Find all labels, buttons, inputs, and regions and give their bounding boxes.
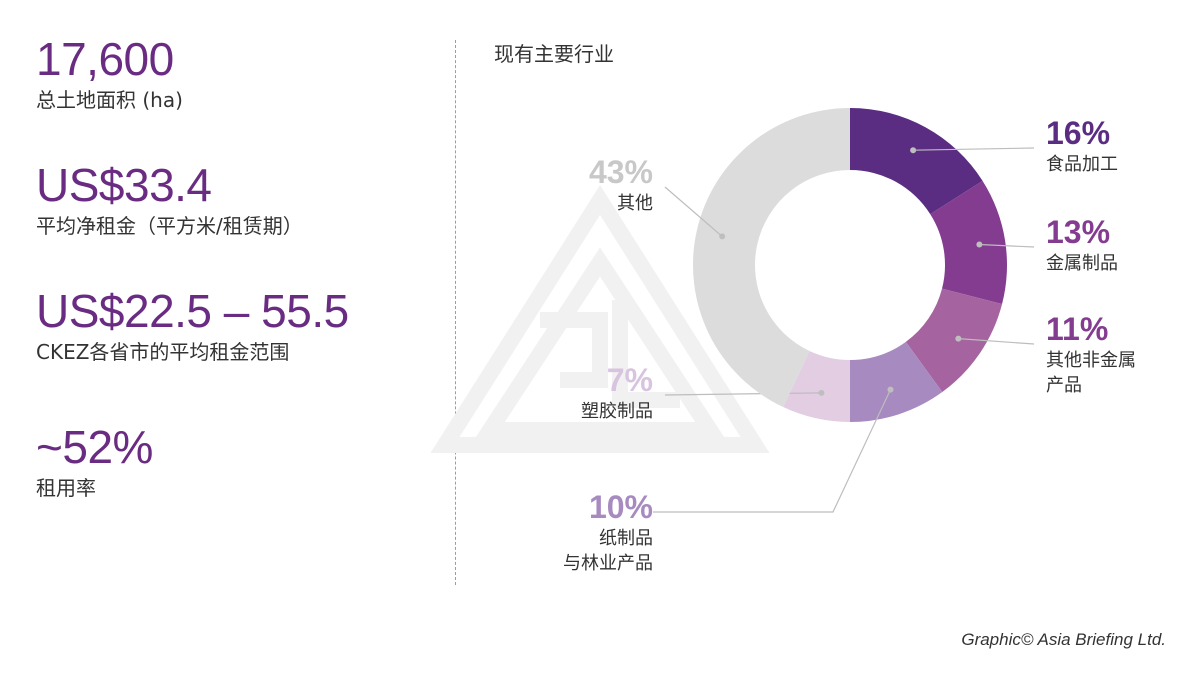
stat-value: US$33.4 [36, 159, 212, 211]
slice-percent-label: 13% [1046, 214, 1110, 250]
leader-line-2 [958, 338, 1035, 345]
stat-label: 总土地面积 (ha) [36, 88, 183, 112]
slice-5 [693, 108, 850, 408]
slice-4 [783, 350, 850, 422]
credit-text: Graphic© Asia Briefing Ltd. [961, 630, 1166, 649]
slice-0 [850, 108, 983, 215]
stat-total-land: 17,600 总土地面积 (ha) [36, 36, 183, 110]
dashed-divider [455, 40, 456, 585]
stat-value: 17,600 [36, 33, 174, 85]
slice-percent-label: 16% [1046, 115, 1110, 151]
slice-name-label: 产品 [1046, 375, 1082, 396]
leader-line-0 [913, 147, 1035, 151]
stat-value: ~52% [36, 421, 153, 473]
stat-value: US$22.5 – 55.5 [36, 285, 349, 337]
stat-label: 租用率 [36, 476, 96, 500]
slice-1 [930, 180, 1007, 305]
slice-percent-label: 11% [1046, 311, 1108, 347]
slice-percent-label: 43% [589, 154, 653, 190]
chart-title: 现有主要行业 [494, 42, 614, 66]
stat-rent-range: US$22.5 – 55.5 CKEZ各省市的平均租金范围 [36, 288, 349, 362]
slice-2 [905, 288, 1003, 393]
slice-name-label: 金属制品 [1046, 253, 1118, 274]
leader-line-4 [664, 392, 822, 396]
slice-percent-label: 10% [589, 489, 653, 525]
slice-3 [850, 341, 943, 422]
stat-label: 平均净租金（平方米/租赁期） [36, 214, 303, 238]
slice-name-label: 塑胶制品 [581, 401, 653, 422]
slice-percent-label: 7% [607, 362, 653, 398]
slice-name-label: 其他 [617, 193, 653, 214]
leader-line-1 [979, 243, 1035, 248]
stat-occupancy: ~52% 租用率 [36, 424, 153, 498]
slice-name-label: 其他非金属 [1046, 350, 1136, 371]
leader-line-5 [664, 186, 723, 237]
slice-name-label: 与林业产品 [563, 553, 653, 574]
slice-name-label: 食品加工 [1046, 154, 1118, 175]
stat-label: CKEZ各省市的平均租金范围 [36, 340, 290, 364]
stat-average-rent: US$33.4 平均净租金（平方米/租赁期） [36, 162, 303, 236]
leader-line-3 [653, 389, 892, 513]
slice-name-label: 纸制品 [599, 528, 653, 549]
